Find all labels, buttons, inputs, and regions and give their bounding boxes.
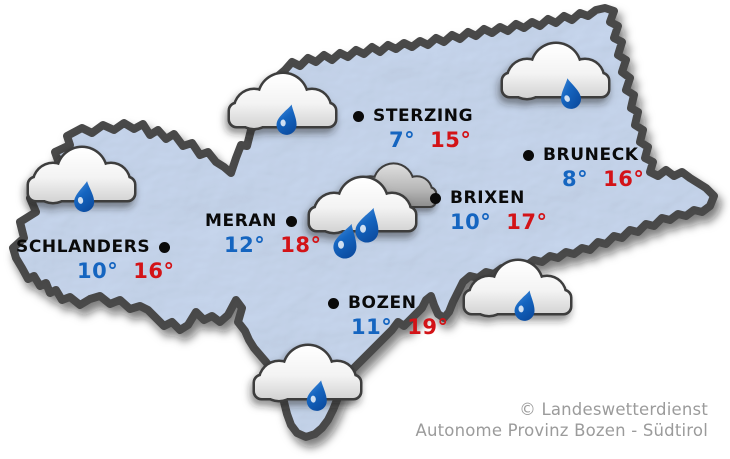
city-label: BRUNECK xyxy=(543,145,639,165)
city-brixen-temps: 10° 17° xyxy=(450,210,547,234)
city-marker-dot xyxy=(159,241,171,253)
city-label: MERAN xyxy=(205,211,278,231)
city-marker-dot xyxy=(328,297,339,309)
city-schlanders-temps: 10° 16° xyxy=(77,259,174,283)
city-meran: MERAN xyxy=(205,211,298,231)
copyright: © Landeswetterdienst Autonome Provinz Bo… xyxy=(415,399,708,441)
temp-max: 16° xyxy=(133,259,175,283)
city-marker-dot xyxy=(430,192,441,204)
temp-max: 18° xyxy=(280,233,322,257)
temp-min: 7° xyxy=(389,128,416,152)
temp-max: 17° xyxy=(506,210,548,234)
city-marker-dot xyxy=(523,149,534,161)
temp-min: 10° xyxy=(77,259,119,283)
city-marker-dot xyxy=(286,215,298,227)
temp-min: 10° xyxy=(450,210,492,234)
city-bozen-temps: 11° 19° xyxy=(351,315,448,339)
city-meran-temps: 12° 18° xyxy=(224,233,321,257)
copyright-line-2: Autonome Provinz Bozen - Südtirol xyxy=(415,421,708,440)
city-sterzing-temps: 7° 15° xyxy=(389,128,471,152)
city-schlanders: SCHLANDERS xyxy=(16,237,171,257)
temp-min: 8° xyxy=(562,167,589,191)
city-bruneck-temps: 8° 16° xyxy=(562,167,644,191)
city-bozen: BOZEN xyxy=(328,293,417,313)
city-bruneck: BRUNECK xyxy=(523,145,639,165)
temp-min: 12° xyxy=(224,233,266,257)
city-label: BOZEN xyxy=(348,293,417,313)
city-sterzing: STERZING xyxy=(353,106,473,126)
temp-max: 15° xyxy=(430,128,472,152)
city-label: SCHLANDERS xyxy=(16,237,151,257)
copyright-line-1: © Landeswetterdienst xyxy=(519,400,708,419)
temp-min: 11° xyxy=(351,315,393,339)
city-marker-dot xyxy=(353,110,364,122)
temp-max: 19° xyxy=(407,315,449,339)
city-label: BRIXEN xyxy=(450,188,525,208)
city-label: STERZING xyxy=(373,106,474,126)
city-brixen: BRIXEN xyxy=(430,188,525,208)
temp-max: 16° xyxy=(603,167,645,191)
